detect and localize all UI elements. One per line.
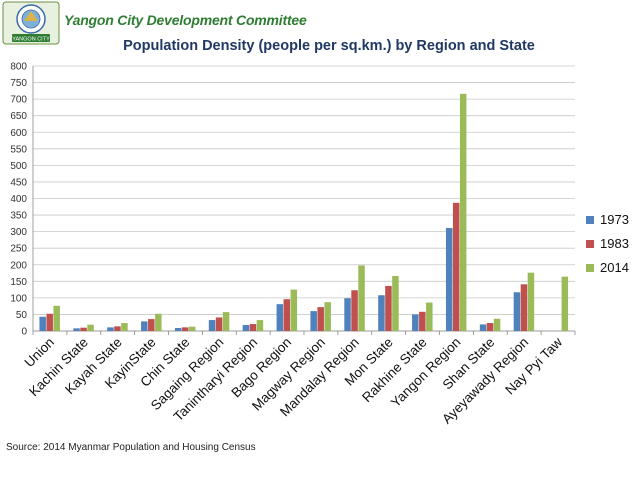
bar-1983 [215, 317, 223, 331]
bar-2014 [426, 302, 433, 331]
bar-2014 [53, 305, 60, 331]
bar-1973 [276, 304, 284, 331]
bar-1983 [148, 319, 155, 331]
bar-2014 [324, 302, 331, 331]
y-tick-label: 650 [10, 111, 27, 122]
bar-1983 [351, 290, 358, 331]
bar-1983 [452, 202, 460, 331]
y-tick-label: 100 [10, 293, 27, 304]
header: YANGON CITY Yangon City Development Comm… [0, 0, 638, 45]
bar-2014 [459, 93, 467, 331]
bar-2014 [256, 320, 264, 331]
bar-2014 [87, 324, 94, 331]
bar-1973 [513, 292, 521, 331]
y-tick-label: 300 [10, 227, 27, 238]
y-tick-label: 50 [16, 310, 28, 321]
legend-swatch-2014 [586, 264, 594, 272]
bar-1973 [344, 298, 351, 331]
bar-1983 [46, 313, 53, 331]
bar-1973 [479, 324, 487, 331]
bar-1983 [317, 307, 324, 331]
y-tick-label: 150 [10, 277, 27, 288]
legend-swatch-1973 [586, 216, 594, 224]
legend-label-1973: 1973 [600, 212, 629, 227]
chart-title: Population Density (people per sq.km.) b… [123, 38, 535, 54]
bar-1983 [283, 299, 291, 331]
bar-1983 [181, 327, 189, 331]
bar-1973 [242, 325, 250, 331]
legend-label-1983: 1983 [600, 236, 629, 251]
bar-1983 [486, 323, 494, 331]
y-tick-label: 500 [10, 161, 27, 172]
logo-text: YANGON CITY [12, 37, 50, 43]
bar-1973 [412, 314, 419, 331]
source-note: Source: 2014 Myanmar Population and Hous… [6, 442, 256, 453]
bar-1983 [249, 324, 257, 331]
bar-1973 [310, 311, 317, 331]
y-tick-label: 450 [10, 177, 27, 188]
legend-label-2014: 2014 [600, 260, 629, 275]
bar-2014 [561, 276, 569, 331]
bar-1973 [174, 328, 182, 331]
y-tick-label: 200 [10, 260, 27, 271]
bar-2014 [527, 272, 535, 331]
y-tick-label: 600 [10, 128, 27, 139]
bar-2014 [121, 323, 128, 331]
y-tick-label: 750 [10, 78, 27, 89]
bar-2014 [188, 326, 196, 331]
y-tick-label: 250 [10, 244, 27, 255]
bar-1973 [141, 321, 148, 331]
y-tick-label: 400 [10, 194, 27, 205]
bar-2014 [155, 313, 162, 331]
bar-1983 [520, 284, 528, 331]
bar-1983 [80, 327, 87, 331]
bar-1983 [385, 285, 392, 331]
bar-2014 [493, 318, 501, 331]
y-tick-label: 350 [10, 211, 27, 222]
bar-2014 [392, 276, 399, 331]
ycdc-logo-icon: YANGON CITY [2, 1, 60, 45]
bar-1983 [114, 326, 121, 331]
organization-name: Yangon City Development Committee [64, 12, 307, 28]
bar-2014 [358, 265, 365, 331]
bar-1973 [378, 295, 385, 331]
y-tick-label: 800 [10, 62, 27, 73]
y-tick-label: 550 [10, 144, 27, 155]
bar-1973 [39, 316, 46, 331]
bar-1973 [73, 328, 80, 331]
bar-1973 [208, 320, 216, 331]
bar-2014 [290, 289, 298, 331]
bar-1973 [445, 227, 453, 331]
y-tick-label: 0 [21, 327, 27, 338]
legend-swatch-1983 [586, 240, 594, 248]
y-tick-label: 700 [10, 95, 27, 106]
bar-1973 [107, 327, 114, 331]
bar-2014 [222, 312, 230, 331]
bar-1983 [419, 311, 426, 331]
